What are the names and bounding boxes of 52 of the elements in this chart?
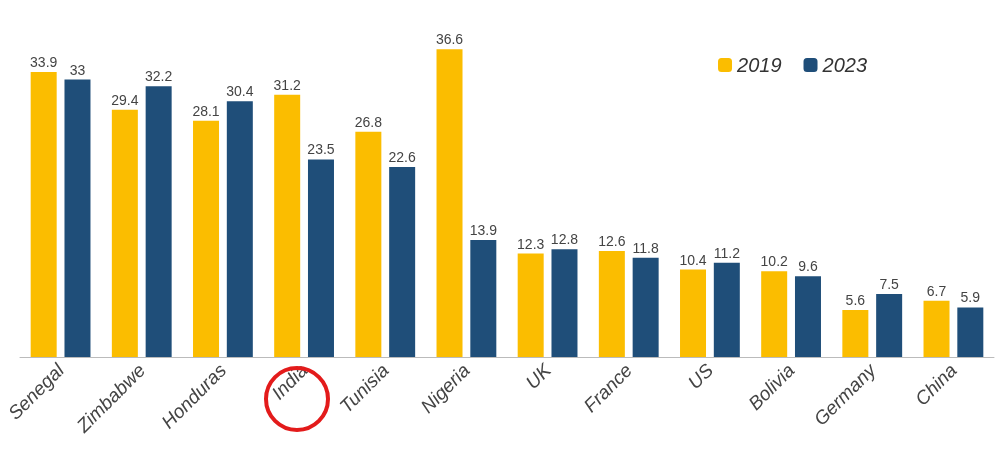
- data-label: 7.5: [879, 275, 900, 292]
- bar: [470, 240, 497, 357]
- data-label: 12.3: [517, 235, 545, 252]
- legend-label: 2019: [736, 54, 782, 76]
- data-label: 28.1: [192, 102, 220, 119]
- bar: [307, 159, 334, 357]
- data-label: 5.9: [960, 289, 981, 306]
- data-label: 13.9: [469, 222, 498, 239]
- bar: [436, 49, 463, 357]
- data-label: 36.6: [435, 31, 464, 48]
- data-label: 33: [69, 61, 86, 78]
- data-label: 6.7: [926, 282, 947, 299]
- data-label: 9.6: [798, 258, 818, 275]
- bar: [193, 120, 220, 357]
- bar: [517, 253, 544, 357]
- data-label: 22.6: [388, 148, 416, 165]
- x-tick-label: US: [683, 359, 718, 394]
- data-label: 30.4: [226, 83, 254, 100]
- data-label: 12.8: [550, 231, 579, 248]
- bar: [30, 71, 57, 357]
- bar: [794, 276, 821, 357]
- bar: [761, 271, 788, 357]
- bar: [389, 166, 416, 357]
- bar: [957, 307, 984, 357]
- data-label: 5.6: [845, 291, 866, 308]
- data-label: 31.2: [273, 76, 302, 93]
- bar: [876, 293, 903, 357]
- bar: [598, 251, 625, 357]
- data-label: 10.4: [679, 251, 707, 268]
- bar: [632, 257, 659, 357]
- data-label: 10.2: [760, 253, 789, 270]
- bar: [355, 131, 382, 357]
- data-label: 23.5: [307, 141, 335, 158]
- bar: [842, 309, 869, 357]
- legend-label: 2023: [821, 54, 868, 76]
- bar: [923, 300, 950, 357]
- data-label: 12.6: [598, 233, 626, 250]
- x-tick-label: UK: [521, 358, 556, 394]
- bar: [713, 262, 740, 357]
- bar: [145, 86, 172, 357]
- data-label: 11.2: [713, 244, 741, 261]
- bar: [226, 101, 253, 357]
- bar: [680, 269, 707, 357]
- bar: [64, 79, 91, 357]
- bar: [551, 249, 578, 357]
- bar: [111, 109, 138, 357]
- data-label: 33.9: [30, 53, 58, 70]
- data-label: 32.2: [145, 68, 173, 85]
- bar: [274, 94, 301, 357]
- data-label: 26.8: [354, 113, 383, 130]
- data-label: 11.8: [632, 239, 659, 256]
- data-label: 29.4: [111, 91, 139, 108]
